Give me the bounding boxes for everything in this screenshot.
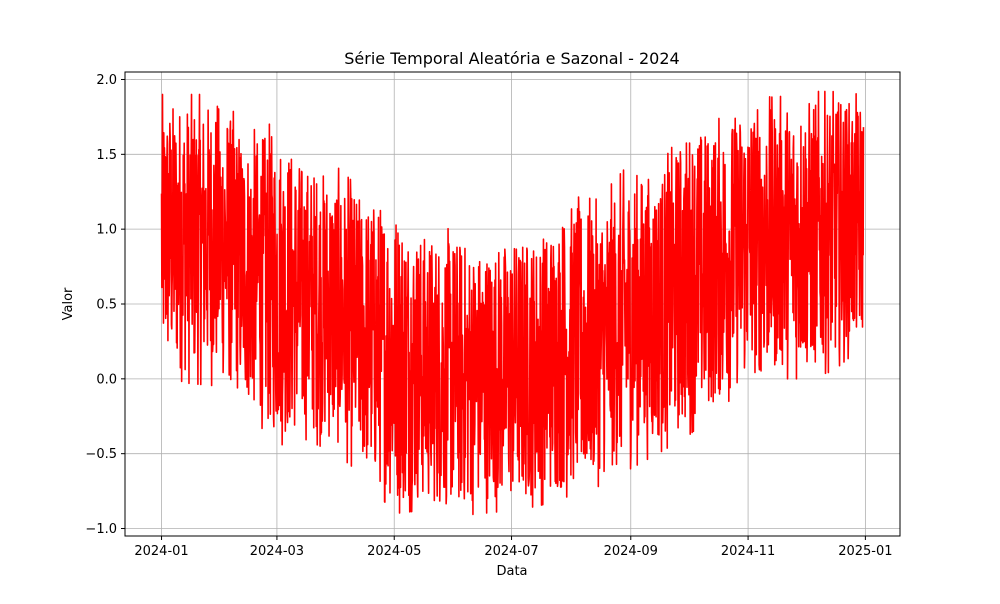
series-line-group bbox=[160, 90, 865, 516]
x-tick-label: 2024-09 bbox=[604, 544, 658, 559]
x-tick-label: 2025-01 bbox=[838, 544, 892, 559]
axis-ticks: 2024-01 2024-03 2024-05 2024-07 2024-09 2024-… bbox=[85, 73, 892, 559]
x-tick-label: 2024-07 bbox=[484, 544, 538, 559]
x-axis-label: Data bbox=[496, 564, 527, 579]
x-tick-label: 2024-01 bbox=[134, 544, 188, 559]
y-tick-label: 0.5 bbox=[96, 298, 117, 313]
chart-title: Série Temporal Aleatória e Sazonal - 202… bbox=[344, 49, 679, 68]
y-tick-label: −1.0 bbox=[85, 522, 117, 537]
y-axis-label: Valor bbox=[61, 287, 76, 320]
series-line bbox=[160, 90, 865, 516]
y-tick-label: −0.5 bbox=[85, 447, 117, 462]
y-tick-label: 0.0 bbox=[96, 372, 117, 387]
y-tick-label: 2.0 bbox=[96, 73, 117, 88]
x-tick-label: 2024-03 bbox=[250, 544, 304, 559]
y-tick-label: 1.5 bbox=[96, 148, 117, 163]
y-tick-label: 1.0 bbox=[96, 223, 117, 238]
x-tick-label: 2024-05 bbox=[367, 544, 421, 559]
x-tick-label: 2024-11 bbox=[721, 544, 775, 559]
